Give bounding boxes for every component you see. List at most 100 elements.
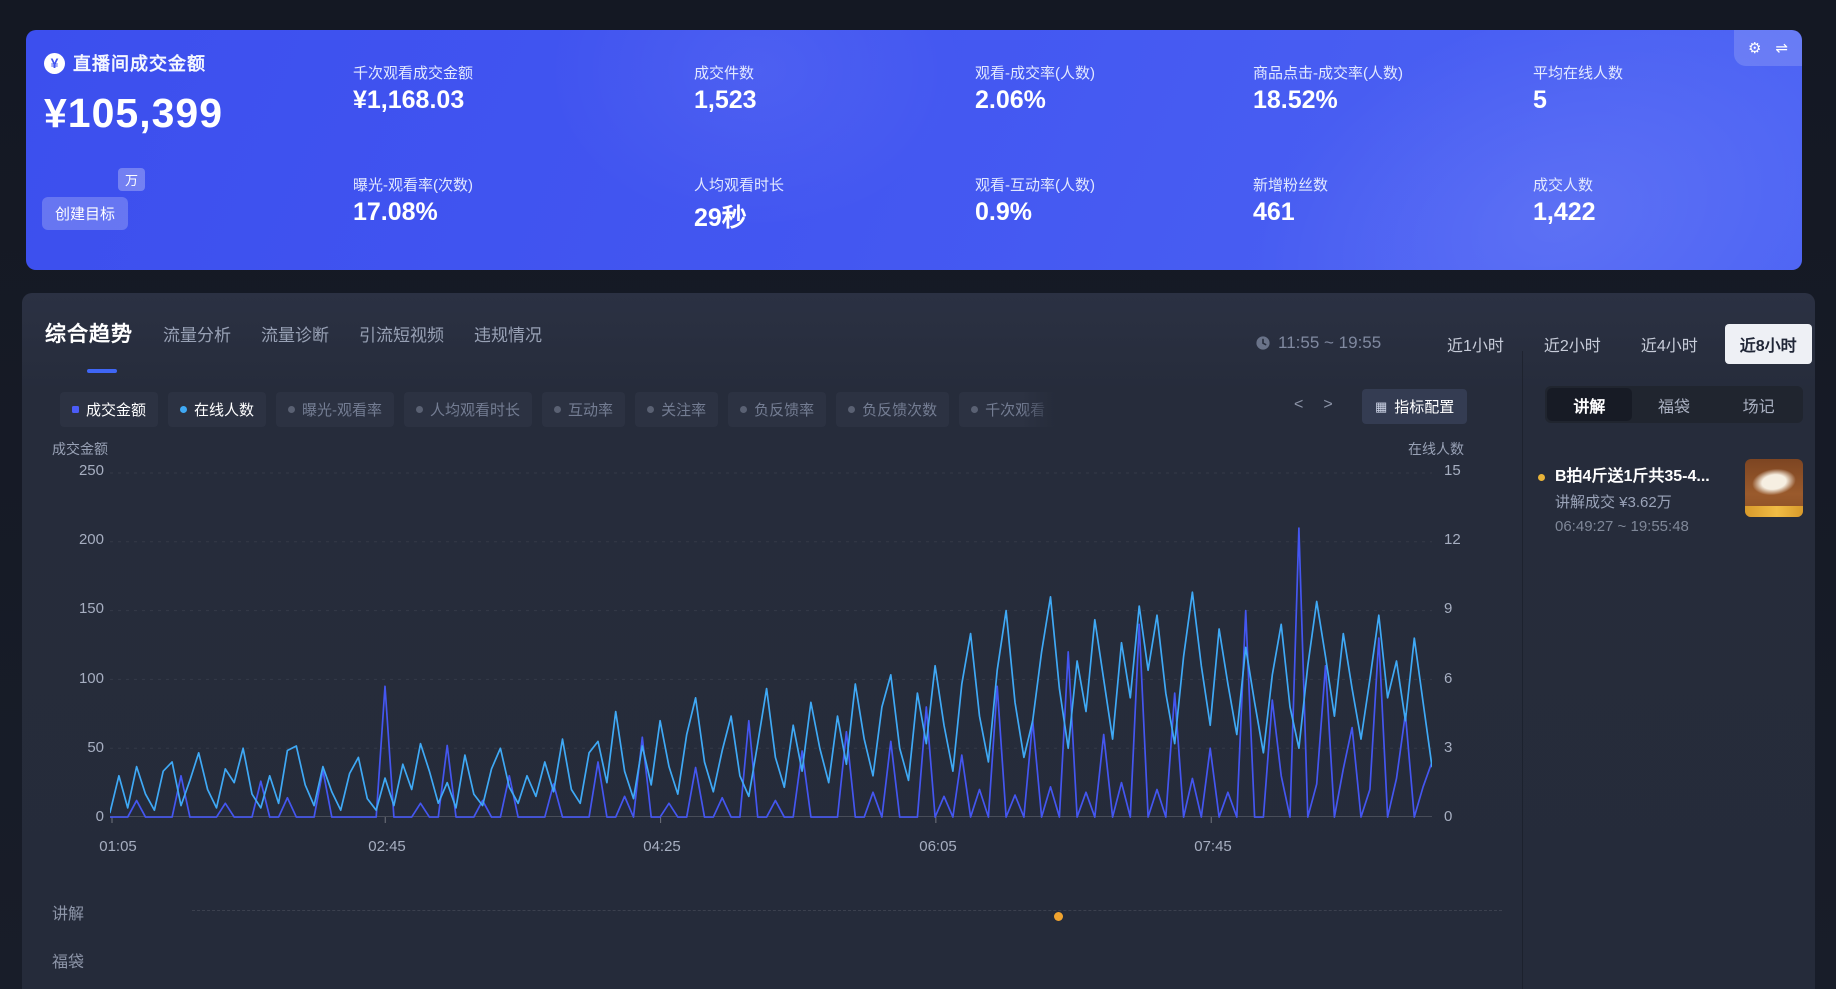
pill-follow-rate[interactable]: 关注率 (635, 392, 719, 427)
pill-label: 千次观看 (985, 402, 1046, 419)
product-deal-amount: 讲解成交 ¥3.62万 (1555, 494, 1672, 511)
metric-column: 平均在线人数 5 成交人数 1,422 (1533, 30, 1802, 270)
y-tick: 100 (78, 670, 104, 687)
pill-gmv[interactable]: 成交金额 (60, 392, 159, 427)
tab-violations[interactable]: 违规情况 (474, 326, 542, 345)
swap-icon[interactable]: ⇌ (1775, 39, 1789, 57)
metric-column: 商品点击-成交率(人数) 18.52% 新增粉丝数 461 (1253, 30, 1553, 270)
pill-label: 负反馈率 (754, 402, 815, 419)
explain-event-marker[interactable] (1054, 912, 1063, 921)
metric-label: 千次观看成交金额 (353, 65, 474, 82)
right-axis-title: 在线人数 (1408, 441, 1464, 457)
metric-value: 2.06% (975, 86, 1046, 114)
pill-label: 曝光-观看率 (302, 402, 383, 419)
pill-online-users[interactable]: 在线人数 (168, 392, 267, 427)
metric-label: 观看-互动率(人数) (975, 177, 1095, 194)
tab-traffic-analysis[interactable]: 流量分析 (163, 326, 231, 345)
metric-column: 观看-成交率(人数) 2.06% 观看-互动率(人数) 0.9% (975, 30, 1275, 270)
y-tick: 6 (1444, 670, 1453, 687)
panel-tabs: 综合趋势 流量分析 流量诊断 引流短视频 违规情况 (45, 318, 542, 348)
product-thumbnail[interactable] (1745, 459, 1803, 517)
y-tick: 0 (95, 808, 104, 825)
time-range-text: 11:55 ~ 19:55 (1278, 333, 1382, 352)
pill-per-thousand-views[interactable]: 千次观看 (959, 392, 1056, 427)
metric-value: 1,523 (694, 86, 757, 114)
metric-label: 人均观看时长 (694, 177, 785, 194)
sidebar-tab-log[interactable]: 场记 (1742, 398, 1775, 416)
pill-avg-watch-time[interactable]: 人均观看时长 (404, 392, 533, 427)
metric-value: 0.9% (975, 198, 1032, 226)
sidebar-tab-explain[interactable]: 讲解 (1547, 388, 1632, 421)
metric-value: 1,422 (1533, 198, 1596, 226)
legend-dot (848, 406, 856, 413)
pill-negative-feedback-count[interactable]: 负反馈次数 (836, 392, 950, 427)
y-axis-right: 15 12 9 6 3 0 (1444, 293, 1484, 833)
gmv-total-value: ¥105,399 (44, 90, 224, 136)
sidebar-tabs: 讲解 福袋 场记 (1545, 386, 1803, 423)
pill-exposure-view-rate[interactable]: 曝光-观看率 (276, 392, 395, 427)
sidebar-tab-luckybag[interactable]: 福袋 (1658, 398, 1691, 416)
metric-value: 29秒 (694, 204, 747, 232)
y-tick: 150 (78, 600, 104, 617)
metric-column: 成交件数 1,523 人均观看时长 29秒 (694, 30, 994, 270)
legend-dot (971, 406, 979, 413)
timeline-row-explain: 讲解 (52, 906, 85, 923)
range-1h-button[interactable]: 近1小时 (1434, 325, 1517, 363)
y-tick: 200 (78, 531, 104, 548)
legend-dot (647, 406, 655, 413)
metric-label: 新增粉丝数 (1253, 177, 1329, 194)
metric-label: 商品点击-成交率(人数) (1253, 65, 1403, 82)
metric-label: 观看-成交率(人数) (975, 65, 1095, 82)
trend-chart[interactable] (110, 471, 1432, 825)
x-tick-label: 07:45 (1194, 838, 1232, 855)
y-tick: 12 (1444, 531, 1461, 548)
pager-prev-icon[interactable]: < (1294, 396, 1304, 413)
pager-next-icon[interactable]: > (1323, 396, 1333, 413)
x-tick-label: 01:05 (99, 838, 137, 855)
metric-value: ¥1,168.03 (353, 86, 465, 114)
tab-referral-video[interactable]: 引流短视频 (359, 326, 444, 345)
legend-dot (288, 406, 296, 413)
pill-negative-feedback-rate[interactable]: 负反馈率 (728, 392, 827, 427)
clock-icon (1256, 336, 1270, 350)
banner-title: 直播间成交金额 (73, 54, 206, 74)
pill-label: 在线人数 (194, 402, 255, 419)
metric-value: 17.08% (353, 198, 438, 226)
range-2h-button[interactable]: 近2小时 (1531, 325, 1614, 363)
timeline-ruler (192, 910, 1502, 911)
product-bullet (1538, 474, 1545, 481)
x-tick-label: 06:05 (919, 838, 957, 855)
metric-label: 成交人数 (1533, 177, 1594, 194)
range-4h-button[interactable]: 近4小时 (1628, 325, 1711, 363)
metric-label: 平均在线人数 (1533, 65, 1624, 82)
gear-icon[interactable]: ⚙ (1747, 39, 1762, 57)
y-tick: 9 (1444, 600, 1453, 617)
x-tick-label: 02:45 (368, 838, 406, 855)
banner-tools: ⚙ ⇌ (1734, 30, 1802, 66)
config-grid-icon: ▦ (1375, 398, 1388, 414)
create-goal-button[interactable]: 创建目标 (42, 197, 128, 230)
y-axis-left: 250 200 150 100 50 0 (52, 293, 104, 833)
banner-header: ¥ 直播间成交金额 (44, 50, 206, 76)
config-label: 指标配置 (1394, 399, 1455, 416)
x-tick-label: 04:25 (643, 838, 681, 855)
tab-traffic-diagnosis[interactable]: 流量诊断 (261, 326, 329, 345)
product-title[interactable]: B拍4斤送1斤共35-4... (1555, 468, 1710, 485)
time-range: 11:55 ~ 19:55 (1255, 333, 1381, 353)
tab-overall-trend[interactable]: 综合趋势 (45, 323, 133, 346)
y-tick: 0 (1444, 808, 1453, 825)
product-time-range: 06:49:27 ~ 19:55:48 (1555, 518, 1689, 535)
pill-label: 成交金额 (86, 402, 147, 419)
range-8h-button[interactable]: 近8小时 (1724, 324, 1812, 364)
metric-config-button[interactable]: ▦ 指标配置 (1362, 389, 1468, 424)
metric-pills: 成交金额 在线人数 曝光-观看率 人均观看时长 互动率 关注率 (60, 392, 1056, 427)
metric-label: 曝光-观看率(次数) (353, 177, 473, 194)
legend-dot (554, 406, 562, 413)
metric-value: 461 (1253, 198, 1295, 226)
legend-dot (416, 406, 424, 413)
pill-interaction-rate[interactable]: 互动率 (542, 392, 626, 427)
active-tab-underline (87, 369, 117, 373)
pill-label: 负反馈次数 (862, 402, 938, 419)
y-tick: 15 (1444, 462, 1461, 479)
